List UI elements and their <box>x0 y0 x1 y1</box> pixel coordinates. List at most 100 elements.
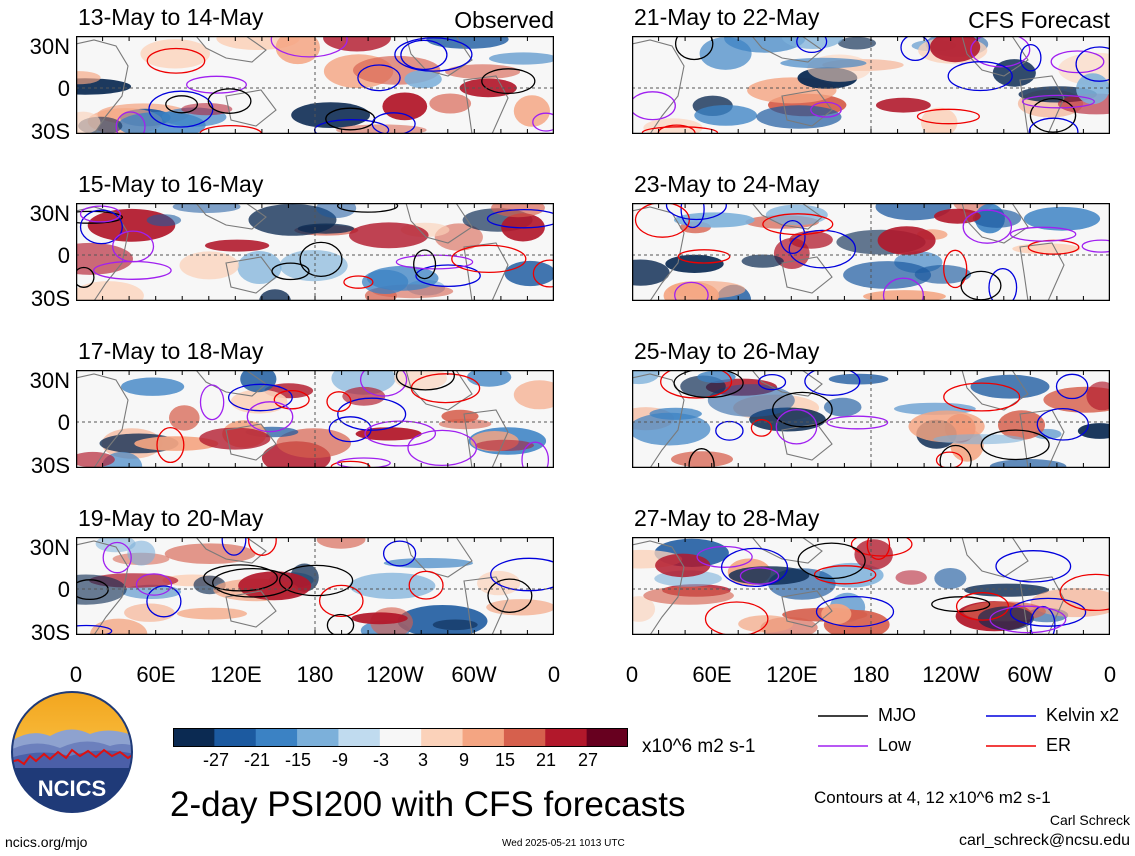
wave-contour <box>343 275 374 289</box>
coastline <box>961 370 1029 411</box>
anomaly-shading <box>828 373 889 385</box>
wave-contour <box>186 75 247 94</box>
wave-contour <box>788 229 857 269</box>
wave-contour <box>407 429 478 467</box>
coastline <box>76 373 129 468</box>
colorbar-swatch <box>214 728 257 747</box>
wave-contour <box>246 401 294 433</box>
anomaly-shading <box>914 265 972 284</box>
anomaly-shading <box>854 539 893 570</box>
coastline <box>463 75 509 134</box>
anomaly-shading <box>205 239 270 252</box>
anomaly-shading <box>1077 423 1110 439</box>
wave-contour <box>1081 239 1110 253</box>
lon-label-120w: 120W <box>366 662 424 687</box>
wave-contour <box>165 95 199 114</box>
colorbar-label: 3 <box>417 750 428 770</box>
colorbar-swatch <box>255 728 298 747</box>
colorbar-label: -9 <box>331 750 348 770</box>
anomaly-shading <box>76 71 101 85</box>
wave-contour <box>212 567 293 598</box>
colorbar-label: 27 <box>577 750 599 770</box>
map-panel <box>632 537 1110 635</box>
lat-label-30n: 30N <box>29 368 70 393</box>
anomaly-shading <box>697 370 736 383</box>
anomaly-shading <box>504 260 554 287</box>
wave-contour <box>270 36 348 58</box>
wave-contour <box>247 537 277 556</box>
lon-label-180: 180 <box>852 662 890 687</box>
ncics-logo: NCICS <box>11 691 133 813</box>
author-email[interactable]: carl_schreck@ncsu.edu <box>959 832 1130 849</box>
anomaly-shading <box>673 212 755 228</box>
wave-contour <box>221 537 247 556</box>
anomaly-shading <box>140 39 210 69</box>
wave-contour <box>415 264 481 288</box>
panel-title-8: 27-May to 28-May <box>634 505 820 531</box>
colorbar-swatch <box>297 728 339 747</box>
wave-contour <box>451 244 527 274</box>
lon-label-60w: 60W <box>451 662 497 687</box>
anomaly-shading <box>323 36 391 52</box>
anomaly-shading <box>199 427 271 450</box>
lon-label-120e: 120E <box>210 662 262 687</box>
legend-swatches-left <box>818 715 868 747</box>
wave-contour <box>696 545 753 568</box>
lat-label-30n: 30N <box>29 201 70 226</box>
panel-title-7: 19-May to 20-May <box>78 505 264 531</box>
wave-contour <box>757 373 787 391</box>
anomaly-shading <box>632 596 656 622</box>
map-panel <box>76 203 554 301</box>
anomaly-shading <box>823 397 862 417</box>
wave-contour <box>76 266 95 288</box>
wave-contour <box>815 595 895 628</box>
colorbar-label: -27 <box>202 750 229 770</box>
wave-contour <box>866 537 891 560</box>
colorbar-label: 21 <box>535 750 557 770</box>
anomaly-shading <box>121 584 182 599</box>
coastline <box>632 206 685 301</box>
wave-contour <box>779 219 806 255</box>
coastline <box>463 242 509 301</box>
anomaly-shading <box>291 102 370 128</box>
coastline <box>1019 242 1065 301</box>
wave-contour <box>336 203 399 213</box>
anomaly-shading <box>843 261 932 289</box>
wave-contour <box>337 397 407 431</box>
wave-contour <box>102 541 132 574</box>
coastline <box>781 89 833 127</box>
wave-contour <box>989 605 1067 634</box>
wave-contour <box>720 547 789 588</box>
anomaly-shading <box>382 92 428 121</box>
lat-label-eq: 0 <box>57 410 70 435</box>
panel-title-6: 25-May to 26-May <box>634 338 820 364</box>
anomaly-shading <box>741 254 784 268</box>
anomaly-shading <box>933 434 1024 445</box>
colorbar-label: -21 <box>243 750 270 770</box>
wave-contour <box>207 88 252 114</box>
anomaly-shading <box>230 389 288 414</box>
wave-contour <box>395 370 455 391</box>
anomaly-shading <box>972 209 1022 228</box>
wave-contour <box>357 64 401 92</box>
anomaly-shading <box>349 222 429 249</box>
wave-contour <box>146 47 206 74</box>
site-link[interactable]: ncics.org/mjo <box>5 834 88 850</box>
wave-contour <box>931 596 991 613</box>
anomaly-shading <box>970 374 1050 399</box>
panel-title-3: 15-May to 16-May <box>78 171 264 197</box>
anomaly-shading <box>76 451 115 468</box>
anomaly-shading <box>838 36 876 50</box>
anomaly-shading <box>316 537 366 549</box>
lat-label-30n: 30N <box>29 535 70 560</box>
anomaly-shading <box>336 124 427 134</box>
coastline <box>195 36 267 63</box>
wave-contour <box>382 540 417 567</box>
wave-contour <box>1075 46 1110 82</box>
anomaly-shading <box>934 208 981 224</box>
wave-contour <box>988 267 1018 301</box>
coastline <box>76 206 129 301</box>
panel-title-1: 13-May to 14-May <box>78 4 264 30</box>
coastline <box>405 203 473 244</box>
map-panel <box>632 36 1110 134</box>
